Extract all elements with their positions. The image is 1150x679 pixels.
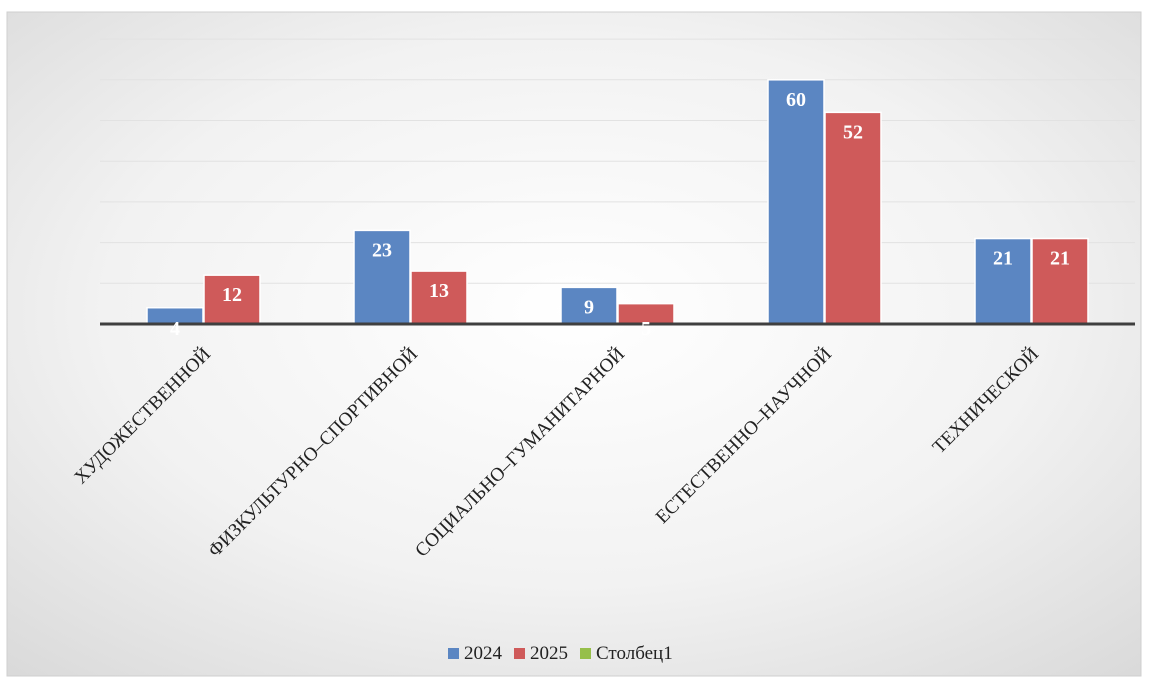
legend-label-2: 2025	[530, 643, 568, 664]
data-label-2024-4: 60	[786, 89, 806, 111]
bar-2024-3	[560, 286, 618, 325]
bar-2025-1	[203, 274, 261, 325]
data-label-2025-3: 5	[641, 318, 651, 340]
bar-2025-4	[824, 111, 882, 325]
legend-label-1: 2024	[464, 643, 503, 664]
data-label-2025-2: 13	[429, 280, 449, 302]
data-label-2024-3: 9	[584, 296, 594, 318]
data-label-2025-5: 21	[1050, 248, 1070, 270]
bar-2024-4	[767, 79, 825, 325]
chart-background	[6, 11, 1142, 677]
legend-label-3: Столбец1	[596, 643, 673, 664]
bar-2025-5	[1031, 237, 1089, 325]
data-label-2024-1: 4	[170, 318, 180, 340]
bar-2024-5	[974, 237, 1032, 325]
data-label-2025-4: 52	[843, 121, 863, 143]
data-label-2024-5: 21	[993, 248, 1013, 270]
gridlines	[100, 38, 1135, 284]
bar-2024-2	[353, 229, 411, 325]
data-label-2024-2: 23	[372, 239, 392, 261]
legend-swatch-1	[448, 648, 459, 659]
legend-swatch-2	[514, 648, 525, 659]
data-labels: 4 12 23 13 9 5 60 52 21 21	[170, 89, 1070, 340]
data-label-2025-1: 12	[222, 284, 242, 306]
legend-swatch-3	[580, 648, 591, 659]
legend: 2024 2025 Столбец1	[448, 643, 673, 664]
